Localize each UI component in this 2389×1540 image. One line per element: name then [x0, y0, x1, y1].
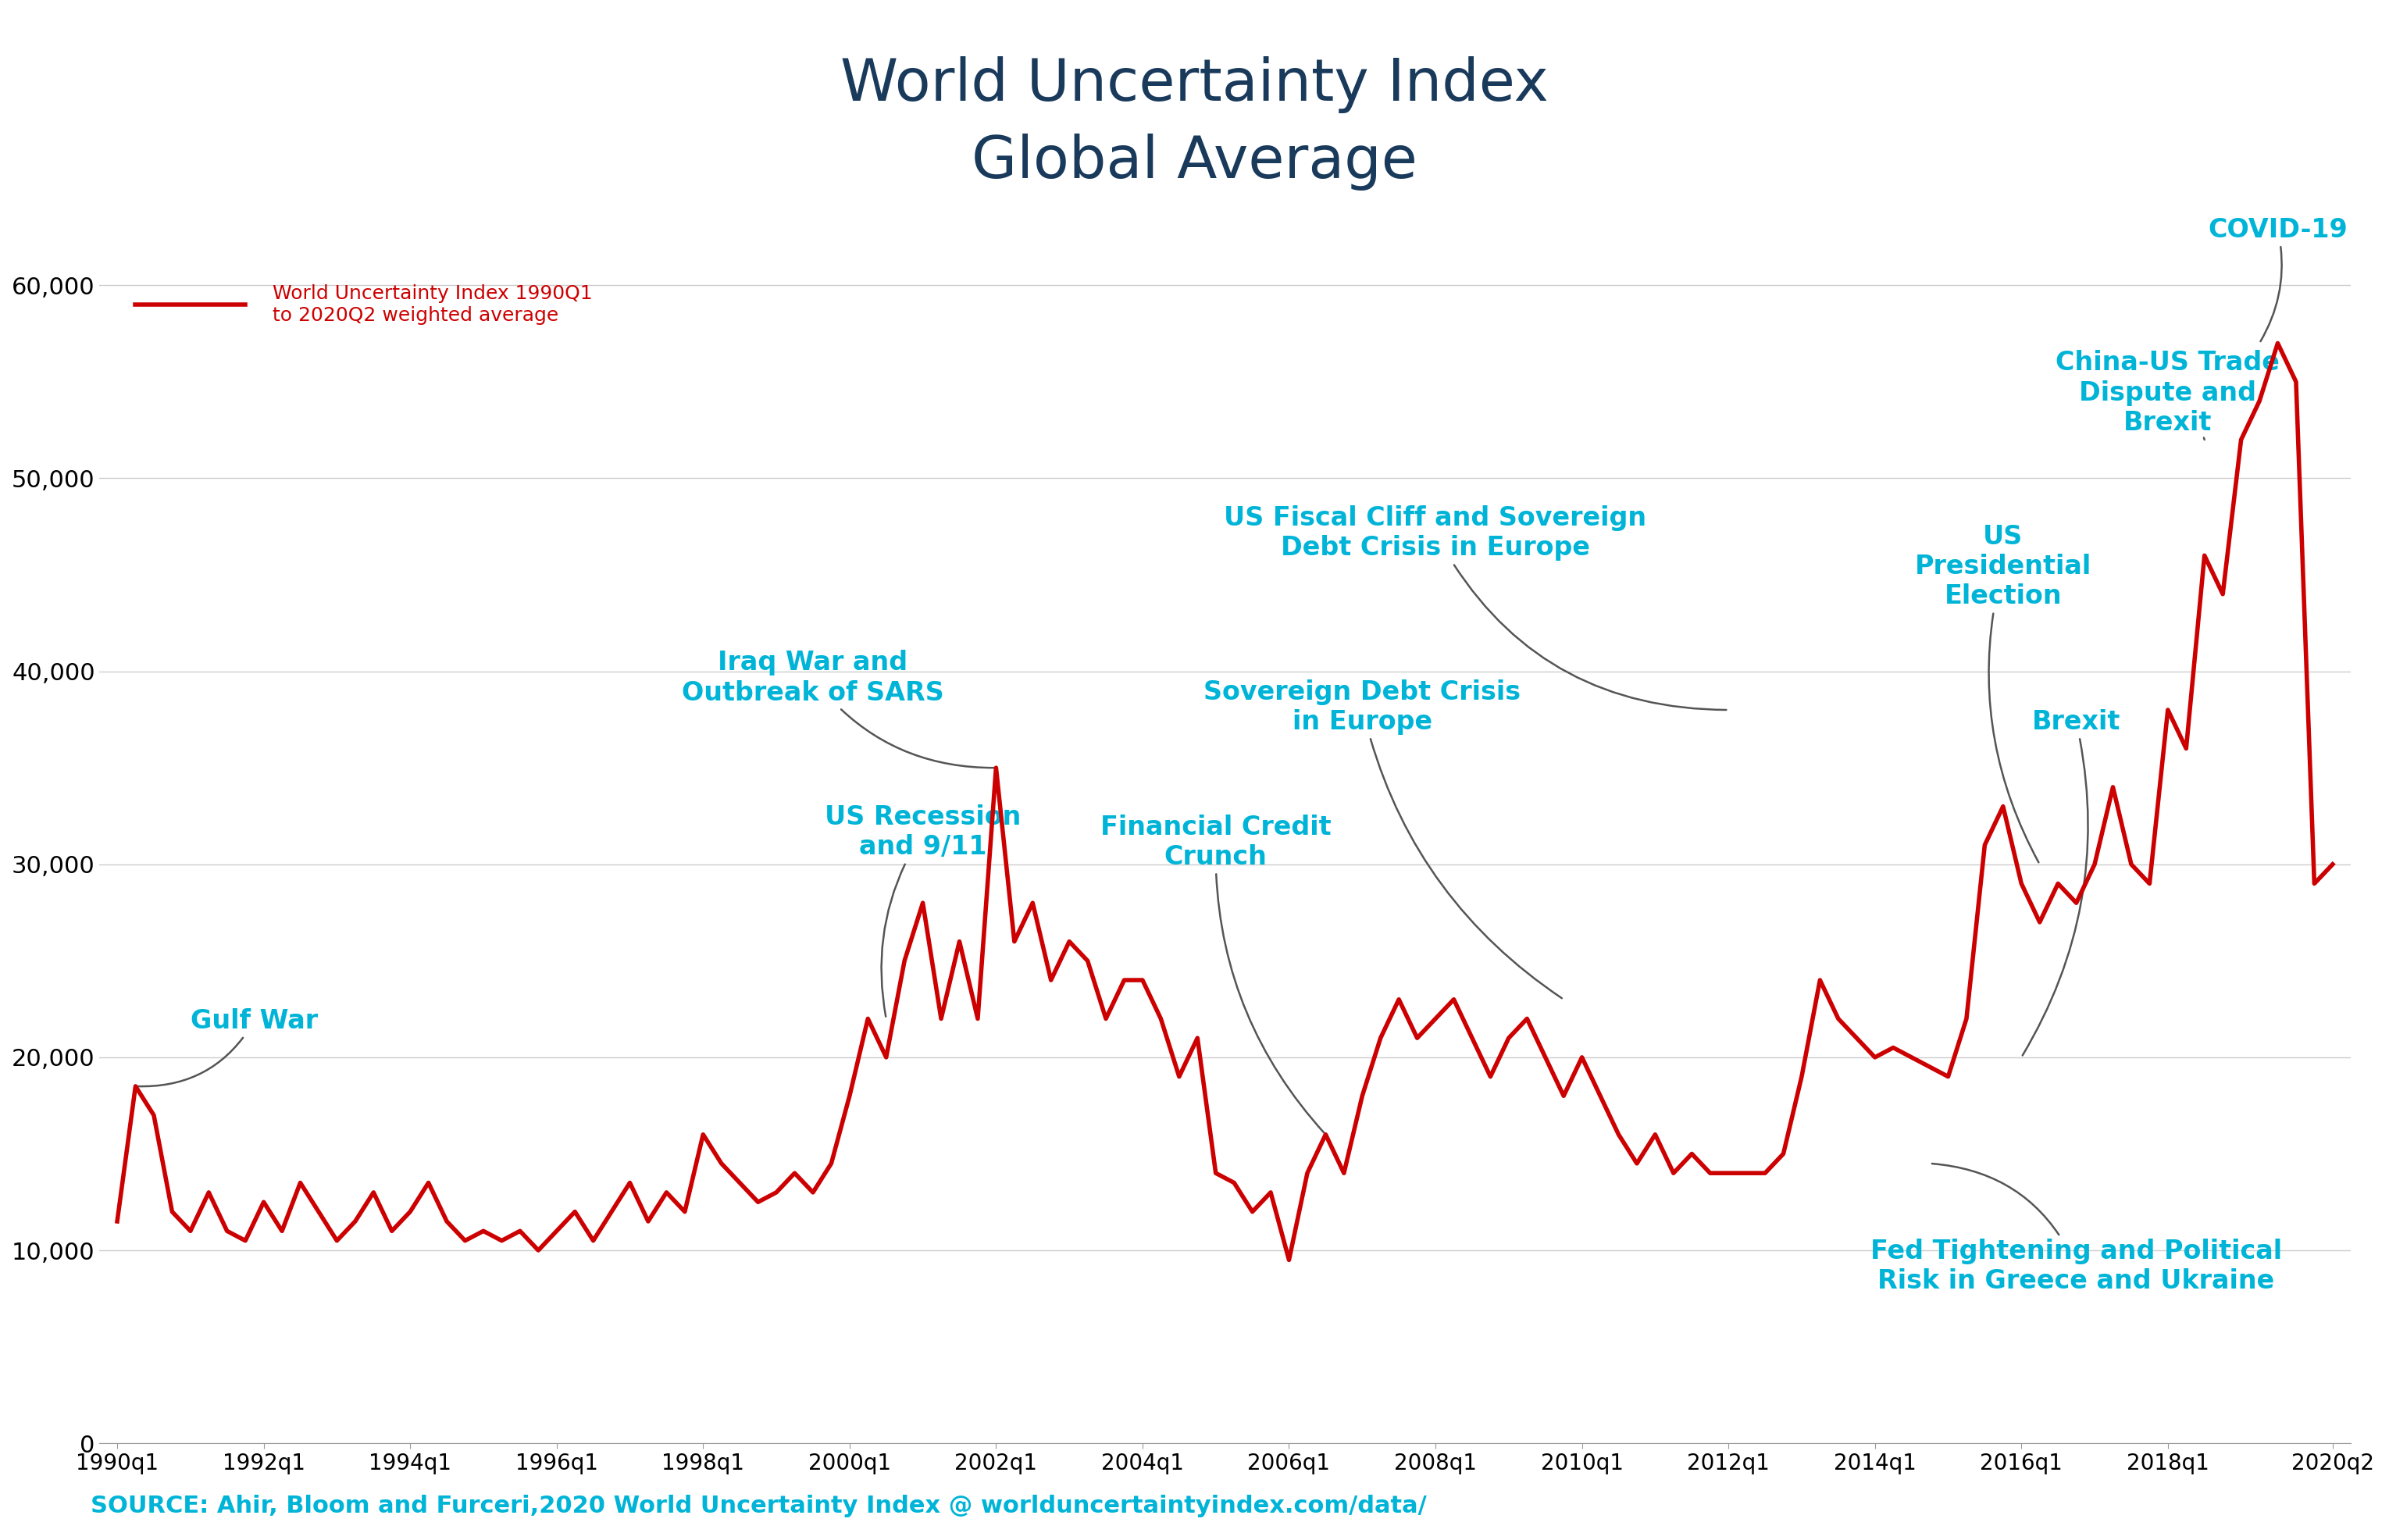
Text: Financial Credit
Crunch: Financial Credit Crunch	[1101, 815, 1331, 1133]
Text: Global Average: Global Average	[972, 132, 1417, 191]
Text: SOURCE: Ahir, Bloom and Furceri,2020 World Uncertainty Index @ worlduncertaintyi: SOURCE: Ahir, Bloom and Furceri,2020 Wor…	[91, 1495, 1426, 1517]
Text: US
Presidential
Election: US Presidential Election	[1914, 524, 2090, 862]
Text: COVID-19: COVID-19	[2207, 217, 2348, 342]
Text: Iraq War and
Outbreak of SARS: Iraq War and Outbreak of SARS	[681, 650, 994, 768]
Text: World Uncertainty Index 1990Q1
to 2020Q2 weighted average: World Uncertainty Index 1990Q1 to 2020Q2…	[272, 285, 592, 325]
Text: Fed Tightening and Political
Risk in Greece and Ukraine: Fed Tightening and Political Risk in Gre…	[1871, 1164, 2281, 1294]
Text: World Uncertainty Index: World Uncertainty Index	[841, 55, 1548, 114]
Text: US Recession
and 9/11: US Recession and 9/11	[824, 804, 1020, 1016]
Text: Brexit: Brexit	[2023, 708, 2121, 1055]
Text: Gulf War: Gulf War	[139, 1009, 318, 1086]
Text: Sovereign Debt Crisis
in Europe: Sovereign Debt Crisis in Europe	[1204, 679, 1562, 998]
Text: US Fiscal Cliff and Sovereign
Debt Crisis in Europe: US Fiscal Cliff and Sovereign Debt Crisi…	[1223, 505, 1727, 710]
Text: China-US Trade
Dispute and
Brexit: China-US Trade Dispute and Brexit	[2057, 350, 2279, 440]
